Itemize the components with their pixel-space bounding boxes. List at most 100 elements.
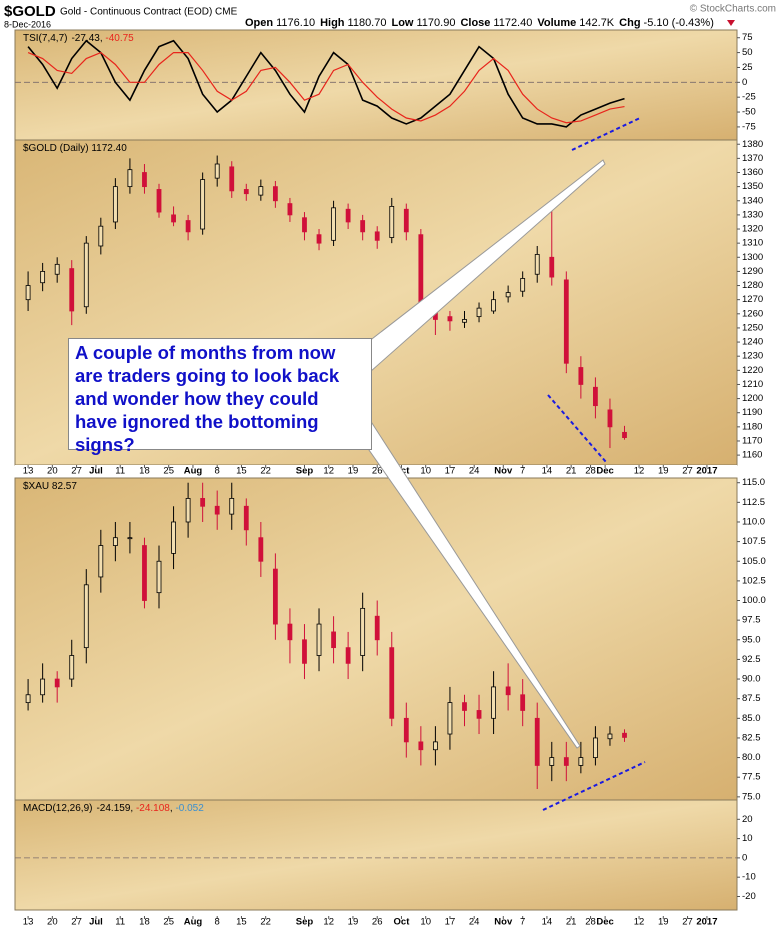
x-tick-label: 14 (542, 917, 553, 928)
candle-body (214, 163, 220, 179)
y-tick-label: -75 (742, 121, 756, 132)
tsi-line (27, 39, 625, 128)
y-tick-label: 85.0 (742, 713, 761, 724)
y-tick-label: 1310 (742, 238, 763, 249)
x-tick-label: 19 (348, 466, 359, 477)
x-tick-label: Oct (394, 917, 411, 928)
quote-value: 1180.70 (348, 17, 387, 29)
candle-body (447, 316, 453, 322)
candle-body (505, 292, 511, 298)
candle-body (593, 386, 598, 407)
quote: Open 1176.10 High 1180.70 Low 1170.90 Close 117… (245, 17, 714, 29)
candle-body (229, 498, 235, 515)
candle-body (491, 686, 496, 719)
candle-body (69, 655, 75, 680)
x-tick-label: 12 (634, 466, 645, 477)
candle-body (69, 268, 75, 312)
x-tick-label: 21 (566, 917, 577, 928)
x-tick-label: 21 (566, 466, 577, 477)
candle-body (389, 647, 395, 719)
quote-value: -5.10 (-0.43%) (644, 17, 714, 29)
candle-body (185, 498, 191, 523)
legend-sep: , (130, 803, 136, 814)
panel-title: TSI(7,4,7) (23, 33, 67, 44)
trend-line (547, 394, 607, 463)
x-tick-label: 19 (658, 917, 669, 928)
candle-body (272, 568, 278, 625)
panel-title: $XAU 82.57 (23, 481, 77, 492)
y-tick-label: 0 (742, 77, 747, 88)
candle-body (360, 607, 366, 656)
y-tick-label: 107.5 (742, 536, 766, 547)
x-tick-label: Dec (596, 917, 613, 928)
legend-value: -24.108 (136, 803, 170, 814)
candle-body (374, 615, 380, 641)
candle-body (476, 710, 482, 719)
y-tick-label: 115.0 (742, 477, 765, 488)
candle-body (40, 678, 46, 696)
candle-body (243, 505, 249, 531)
x-tick-label: 15 (236, 466, 247, 477)
candle-body (418, 741, 424, 751)
candle-body (389, 206, 395, 238)
quote-label: Low (391, 17, 413, 29)
candle-body (549, 256, 555, 278)
quote-value: 1170.90 (416, 17, 455, 29)
x-tick-label: 10 (420, 466, 431, 477)
change-arrow (727, 20, 735, 26)
candle-body (563, 279, 569, 364)
x-tick-label: 18 (139, 466, 150, 477)
candle-body (287, 203, 293, 216)
candle-body (127, 537, 133, 540)
y-tick-label: 77.5 (742, 772, 761, 783)
candle-body (374, 231, 380, 241)
y-tick-label: 1160 (742, 450, 762, 461)
candle-body (534, 254, 540, 275)
candle-body (127, 169, 133, 188)
y-tick-label: 1330 (742, 209, 763, 220)
x-tick-label: Dec (596, 466, 613, 477)
quote-label: Volume (537, 17, 576, 29)
y-tick-label: 1250 (742, 322, 763, 333)
x-tick-label: 22 (260, 466, 271, 477)
y-tick-label: 20 (742, 814, 753, 825)
x-tick-label: 13 (23, 917, 34, 928)
x-tick-label: Sep (296, 466, 314, 477)
x-tick-label: 11 (115, 917, 125, 928)
candle-body (25, 694, 31, 704)
x-tick-label: 28 (585, 466, 596, 477)
y-tick-label: 102.5 (742, 575, 766, 586)
candle-body (200, 179, 206, 230)
legend-value: -24.159 (96, 803, 130, 814)
candle-body (593, 737, 598, 758)
y-tick-label: 87.5 (742, 693, 761, 704)
x-tick-label: 26 (372, 917, 383, 928)
date: 8-Dec-2016 (4, 19, 51, 29)
panel-title: $GOLD (Daily) 1172.40 (23, 143, 127, 154)
x-tick-label: 8 (215, 466, 220, 477)
legend-sep: , (100, 33, 106, 44)
x-tick-label: 28 (585, 917, 596, 928)
candle-body (229, 166, 235, 192)
candle-body (418, 234, 424, 303)
candle-body (142, 545, 147, 601)
legend-sep: , (170, 803, 176, 814)
x-tick-label: 17 (445, 917, 456, 928)
candle-body (360, 220, 366, 233)
x-tick-label: 12 (323, 917, 334, 928)
x-tick-label: 13 (23, 466, 34, 477)
x-tick-label: 27 (71, 466, 82, 477)
candle-body (112, 537, 118, 546)
y-tick-label: 80.0 (742, 752, 761, 763)
y-tick-label: 10 (742, 833, 753, 844)
candle-body (607, 733, 613, 740)
x-tick-label: Sep (296, 917, 314, 928)
x-tick-label: 10 (420, 917, 431, 928)
candle-body (98, 225, 104, 247)
candle-body (520, 278, 526, 292)
quote-label: Open (245, 17, 273, 29)
candle-body (520, 694, 526, 711)
candle-body (25, 285, 31, 301)
candle-body (476, 307, 482, 318)
